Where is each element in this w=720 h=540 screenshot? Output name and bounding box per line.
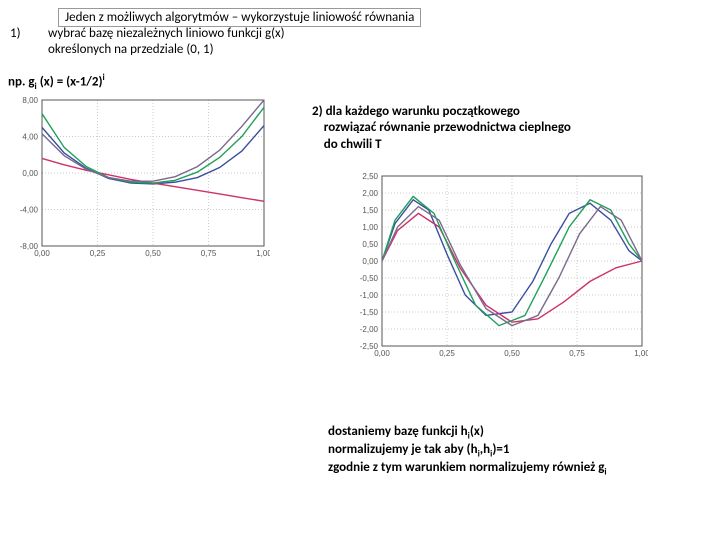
svg-text:0,75: 0,75 [201, 249, 217, 258]
svg-text:-0,50: -0,50 [360, 274, 379, 283]
svg-text:0,75: 0,75 [569, 349, 585, 358]
svg-text:2,50: 2,50 [362, 172, 378, 181]
step2-text: 2) dla każdego warunku początkowego rozw… [312, 104, 571, 153]
solutions-chart: -2,50-2,00-1,50-1,00-0,500,000,501,001,5… [348, 170, 648, 362]
basis-example: np. gi (x) = (x-1/2)i [8, 72, 105, 92]
tail-a1: dostaniemy bazę funkcji h [328, 424, 468, 439]
svg-text:-2,00: -2,00 [360, 325, 379, 334]
tail-a2: (x) [470, 424, 484, 439]
np-sup: i [103, 72, 105, 83]
basis-functions-chart: -8,00-4,000,004,008,000,000,250,500,751,… [8, 94, 270, 262]
svg-text:0,00: 0,00 [22, 169, 38, 178]
svg-text:-1,00: -1,00 [360, 291, 379, 300]
algorithm-header: Jeden z możliwych algorytmów – wykorzyst… [58, 8, 421, 27]
tail-b1: normalizujemy je tak aby (h [328, 442, 478, 457]
svg-text:1,00: 1,00 [634, 349, 648, 358]
svg-text:1,50: 1,50 [362, 206, 378, 215]
svg-text:2,00: 2,00 [362, 189, 378, 198]
svg-text:0,00: 0,00 [374, 349, 390, 358]
svg-text:-1,50: -1,50 [360, 308, 379, 317]
step2-c: do chwili T [312, 137, 382, 152]
svg-text:0,50: 0,50 [145, 249, 161, 258]
tail-text: dostaniemy bazę funkcji h i (x) normalizuj… [328, 424, 607, 478]
svg-text:1,00: 1,00 [256, 249, 270, 258]
tail-b3: )=1 [492, 442, 509, 457]
svg-text:0,50: 0,50 [362, 240, 378, 249]
np-mid: (x) = (x-1/2) [37, 74, 103, 89]
svg-text:-4,00: -4,00 [20, 206, 39, 215]
tail-c-sub: i [604, 466, 606, 477]
tail-c: zgodnie z tym warunkiem normalizujemy ró… [328, 460, 604, 475]
step1-line-b: określonych na przedziale (0, 1) [48, 42, 214, 57]
svg-text:0,00: 0,00 [34, 249, 50, 258]
np-prefix: np. g [8, 74, 35, 89]
svg-text:0,00: 0,00 [362, 257, 378, 266]
svg-text:8,00: 8,00 [22, 96, 38, 105]
svg-text:4,00: 4,00 [22, 133, 38, 142]
svg-text:1,00: 1,00 [362, 223, 378, 232]
svg-text:0,50: 0,50 [504, 349, 520, 358]
step2-b: rozwiązać równanie przewodnictwa cieplne… [312, 120, 571, 135]
step1-line-a: wybrać bazę niezależnych liniowo funkcji… [48, 26, 285, 41]
step2-a: 2) dla każdego warunku początkowego [312, 104, 520, 119]
svg-text:0,25: 0,25 [439, 349, 455, 358]
svg-text:0,25: 0,25 [90, 249, 106, 258]
tail-b2: ,h [480, 442, 490, 457]
step1-number: 1) [10, 26, 21, 41]
